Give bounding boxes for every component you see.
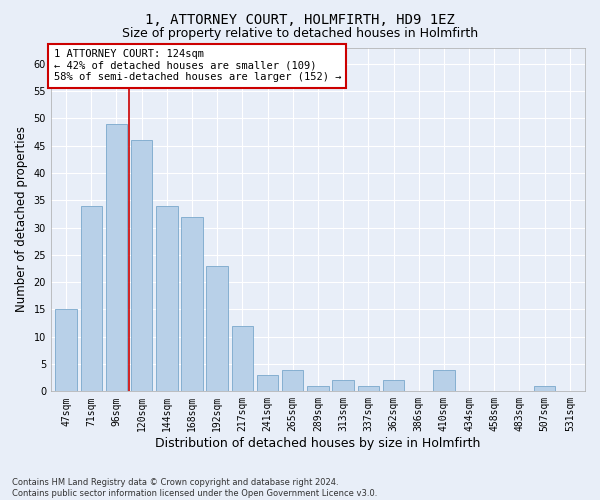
Bar (156, 206, 178, 392)
Text: 1 ATTORNEY COURT: 124sqm
← 42% of detached houses are smaller (109)
58% of semi-: 1 ATTORNEY COURT: 124sqm ← 42% of detach… (53, 49, 341, 82)
Bar (433, 370, 455, 392)
Bar (232, 326, 253, 392)
Bar (206, 266, 228, 392)
Bar (383, 380, 404, 392)
Bar (257, 375, 278, 392)
Bar (332, 380, 354, 392)
Bar (358, 386, 379, 392)
Text: Contains HM Land Registry data © Crown copyright and database right 2024.
Contai: Contains HM Land Registry data © Crown c… (12, 478, 377, 498)
Text: Size of property relative to detached houses in Holmfirth: Size of property relative to detached ho… (122, 28, 478, 40)
Bar (80, 206, 102, 392)
Bar (307, 386, 329, 392)
X-axis label: Distribution of detached houses by size in Holmfirth: Distribution of detached houses by size … (155, 437, 481, 450)
Bar (282, 370, 304, 392)
Bar (106, 124, 127, 392)
Bar (131, 140, 152, 392)
Bar (55, 310, 77, 392)
Bar (181, 216, 203, 392)
Text: 1, ATTORNEY COURT, HOLMFIRTH, HD9 1EZ: 1, ATTORNEY COURT, HOLMFIRTH, HD9 1EZ (145, 12, 455, 26)
Y-axis label: Number of detached properties: Number of detached properties (15, 126, 28, 312)
Bar (534, 386, 556, 392)
